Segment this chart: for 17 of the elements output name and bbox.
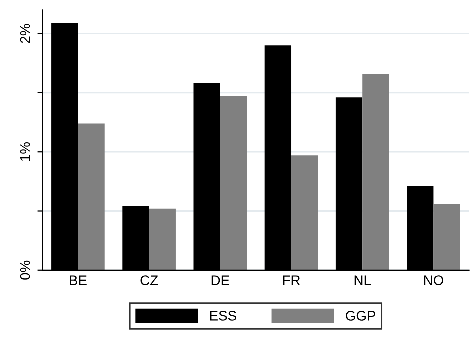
- bar: [149, 208, 176, 270]
- bar: [292, 156, 318, 270]
- bar: [78, 124, 105, 270]
- legend-label: GGP: [346, 311, 376, 321]
- bar: [220, 96, 248, 270]
- bar: [362, 74, 390, 270]
- y-tick-label: 2%: [20, 24, 30, 44]
- x-tick-label: FR: [283, 276, 300, 286]
- y-tick-label: 0%: [20, 260, 30, 280]
- x-tick-label: NO: [424, 276, 444, 286]
- y-tick-label: 1%: [20, 142, 30, 162]
- x-tick-label: NL: [354, 276, 372, 286]
- x-tick-label: CZ: [140, 276, 158, 286]
- x-tick-label: DE: [212, 276, 230, 286]
- legend-label: ESS: [210, 311, 236, 321]
- x-tick-label: BE: [70, 276, 87, 286]
- bar: [434, 204, 460, 270]
